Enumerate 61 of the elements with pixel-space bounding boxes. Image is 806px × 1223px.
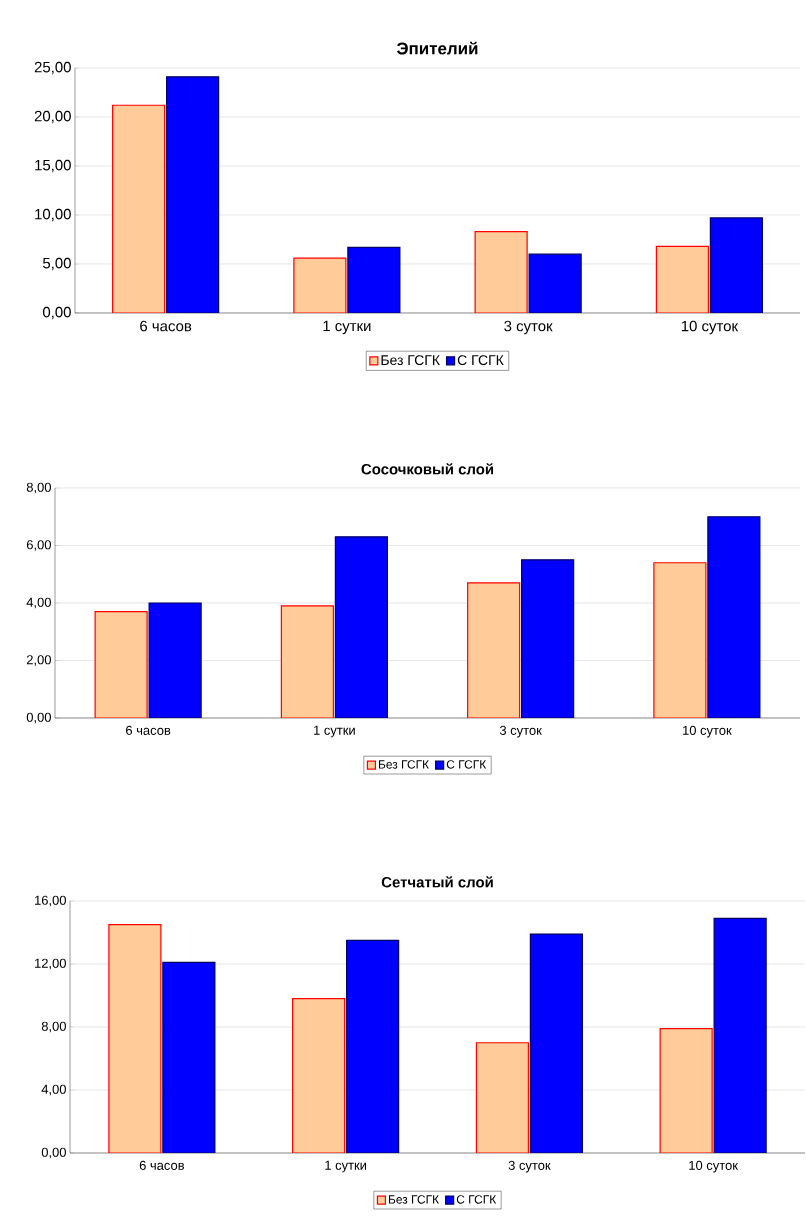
bar xyxy=(94,611,148,718)
chart-title: Сетчатый слой xyxy=(381,876,493,888)
y-tick-label: 4,00 xyxy=(26,597,51,609)
bar xyxy=(112,104,166,313)
x-tick-label: 1 сутки xyxy=(314,725,355,738)
x-tick-label: 10 суток xyxy=(689,1160,738,1173)
y-tick-label: 0,00 xyxy=(26,712,51,724)
bar xyxy=(162,961,216,1153)
x-tick-label: 3 суток xyxy=(504,320,553,335)
bar xyxy=(108,924,162,1153)
bar xyxy=(653,562,707,718)
legend-label: С ГСГК xyxy=(446,760,487,769)
bar xyxy=(707,516,761,718)
bar xyxy=(293,257,347,313)
y-tick-label: 5,00 xyxy=(42,257,71,271)
y-tick-label: 8,00 xyxy=(26,482,51,494)
y-tick-label: 8,00 xyxy=(41,1021,66,1033)
y-tick-label: 20,00 xyxy=(34,110,71,124)
bar xyxy=(709,217,763,313)
y-tick-label: 4,00 xyxy=(41,1084,66,1096)
bar xyxy=(166,76,220,313)
bar xyxy=(347,246,401,313)
x-tick-label: 1 сутки xyxy=(325,1160,367,1173)
bar xyxy=(521,559,575,718)
bar xyxy=(474,231,528,313)
x-tick-label: 3 суток xyxy=(508,1160,551,1173)
x-tick-label: 10 суток xyxy=(683,725,732,738)
y-tick-label: 0,00 xyxy=(42,306,71,320)
y-tick-label: 12,00 xyxy=(35,958,66,970)
legend-label: С ГСГК xyxy=(456,1195,497,1204)
bar xyxy=(346,939,400,1153)
bar xyxy=(475,1042,529,1153)
bar xyxy=(529,933,583,1153)
bar xyxy=(292,998,346,1153)
x-tick-label: 10 суток xyxy=(681,320,739,335)
y-tick-label: 15,00 xyxy=(35,159,71,173)
y-tick-label: 16,00 xyxy=(35,895,66,907)
chart-title: Сосочковый слой xyxy=(361,463,494,475)
bar xyxy=(148,602,202,718)
legend-label: Без ГСГК xyxy=(381,355,440,366)
bar xyxy=(528,253,582,313)
x-tick-label: 6 часов xyxy=(140,320,192,332)
chart-title: Эпителий xyxy=(396,41,478,55)
bar xyxy=(655,245,709,313)
y-tick-label: 10,00 xyxy=(35,208,71,222)
legend-label: Без ГСГК xyxy=(378,760,429,769)
bar xyxy=(334,536,388,718)
legend-label: Без ГСГК xyxy=(388,1195,439,1204)
bar xyxy=(659,1027,713,1153)
bar xyxy=(713,917,767,1153)
x-tick-label: 6 часов xyxy=(126,725,171,735)
x-tick-label: 6 часов xyxy=(139,1160,185,1170)
x-tick-label: 3 суток xyxy=(499,725,542,738)
x-tick-label: 1 сутки xyxy=(323,320,371,335)
y-tick-label: 2,00 xyxy=(26,655,51,666)
y-tick-label: 25,00 xyxy=(34,61,71,75)
legend-label: С ГСГК xyxy=(457,355,504,366)
y-tick-label: 0,00 xyxy=(41,1147,66,1159)
y-tick-label: 6,00 xyxy=(26,540,51,551)
bar xyxy=(280,605,334,718)
bar xyxy=(467,582,521,718)
